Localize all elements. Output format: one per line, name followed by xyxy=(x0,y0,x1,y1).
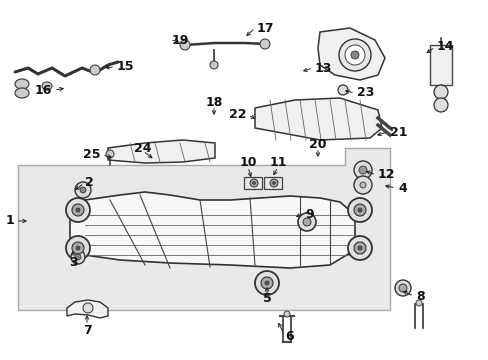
Text: 6: 6 xyxy=(285,329,294,342)
Polygon shape xyxy=(254,98,381,140)
Ellipse shape xyxy=(272,181,275,184)
Ellipse shape xyxy=(353,161,371,179)
Text: 11: 11 xyxy=(269,157,286,170)
Ellipse shape xyxy=(71,250,85,264)
Ellipse shape xyxy=(261,277,272,289)
Ellipse shape xyxy=(106,150,114,158)
Text: 16: 16 xyxy=(35,84,52,96)
Ellipse shape xyxy=(249,179,258,187)
Ellipse shape xyxy=(252,181,255,184)
Ellipse shape xyxy=(284,311,289,317)
Text: 5: 5 xyxy=(262,292,271,306)
Polygon shape xyxy=(70,192,354,268)
Text: 8: 8 xyxy=(415,289,424,302)
Text: 25: 25 xyxy=(82,148,100,162)
Ellipse shape xyxy=(76,246,80,250)
Text: 24: 24 xyxy=(134,141,151,154)
Ellipse shape xyxy=(358,166,366,174)
Ellipse shape xyxy=(347,198,371,222)
Polygon shape xyxy=(67,300,108,318)
Ellipse shape xyxy=(76,208,80,212)
Polygon shape xyxy=(317,28,384,80)
Text: 4: 4 xyxy=(397,181,406,194)
Ellipse shape xyxy=(66,198,90,222)
Ellipse shape xyxy=(353,242,365,254)
Ellipse shape xyxy=(353,204,365,216)
Text: 21: 21 xyxy=(389,126,407,139)
Text: 12: 12 xyxy=(377,168,395,181)
Ellipse shape xyxy=(254,271,279,295)
Bar xyxy=(264,177,282,189)
Ellipse shape xyxy=(415,300,421,306)
Text: 2: 2 xyxy=(85,176,94,189)
Text: 9: 9 xyxy=(305,207,313,220)
Polygon shape xyxy=(108,140,215,163)
Ellipse shape xyxy=(357,208,361,212)
Ellipse shape xyxy=(72,242,84,254)
Bar xyxy=(429,45,451,85)
Ellipse shape xyxy=(75,254,81,260)
Ellipse shape xyxy=(264,281,268,285)
Ellipse shape xyxy=(15,88,29,98)
Text: 18: 18 xyxy=(205,96,222,109)
Text: 14: 14 xyxy=(436,40,453,54)
Polygon shape xyxy=(18,148,389,310)
Text: 7: 7 xyxy=(82,324,91,337)
Ellipse shape xyxy=(180,40,190,50)
Ellipse shape xyxy=(347,236,371,260)
Ellipse shape xyxy=(260,39,269,49)
Ellipse shape xyxy=(337,85,347,95)
Ellipse shape xyxy=(353,176,371,194)
Ellipse shape xyxy=(350,51,358,59)
Text: 1: 1 xyxy=(5,215,14,228)
Ellipse shape xyxy=(398,284,406,292)
Text: 13: 13 xyxy=(314,62,332,75)
Ellipse shape xyxy=(83,303,93,313)
Ellipse shape xyxy=(66,236,90,260)
Ellipse shape xyxy=(15,79,29,89)
Text: 3: 3 xyxy=(68,256,77,270)
Ellipse shape xyxy=(90,65,100,75)
Ellipse shape xyxy=(345,45,364,65)
Ellipse shape xyxy=(269,179,278,187)
Ellipse shape xyxy=(209,61,218,69)
Ellipse shape xyxy=(75,182,91,198)
Ellipse shape xyxy=(42,82,52,90)
Text: 19: 19 xyxy=(172,33,189,46)
Ellipse shape xyxy=(433,98,447,112)
Ellipse shape xyxy=(433,85,447,99)
Ellipse shape xyxy=(303,218,310,226)
Ellipse shape xyxy=(80,187,86,193)
Ellipse shape xyxy=(297,213,315,231)
Ellipse shape xyxy=(394,280,410,296)
Ellipse shape xyxy=(359,182,365,188)
Bar xyxy=(244,177,262,189)
Ellipse shape xyxy=(357,246,361,250)
Ellipse shape xyxy=(338,39,370,71)
Text: 20: 20 xyxy=(308,139,326,152)
Text: 10: 10 xyxy=(239,157,256,170)
Text: 15: 15 xyxy=(117,60,134,73)
Text: 23: 23 xyxy=(356,86,374,99)
Text: 17: 17 xyxy=(257,22,274,35)
Text: 22: 22 xyxy=(228,108,245,122)
Ellipse shape xyxy=(72,204,84,216)
